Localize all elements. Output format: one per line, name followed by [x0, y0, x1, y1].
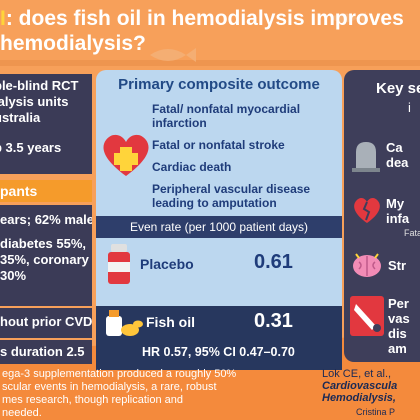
outcome-list: Fatal/ nonfatal myocardial infarction Fa… — [152, 102, 342, 218]
fishoil-value: 0.31 — [254, 310, 293, 332]
summary-line-4: needed. — [2, 407, 42, 419]
secondary-item-1-line-1: Ca — [386, 140, 403, 155]
summary-line-1: ega-3 supplementation produced a roughly… — [2, 368, 237, 380]
followup-text: p 3.5 years — [0, 140, 62, 155]
key-secondary-title: Key se — [376, 80, 420, 97]
secondary-item-4-line-1: Per — [388, 296, 409, 311]
summary-line-3: mes research, though replication and — [2, 394, 183, 406]
title-line-1: I: does fish oil in hemodialysis improve… — [0, 6, 420, 31]
design-line-3: ustralia — [0, 110, 41, 125]
comorbidity-line-1: diabetes 55%, — [0, 236, 86, 251]
secondary-item-3: Str — [388, 258, 407, 273]
secondary-item-2-line-2: infa — [386, 211, 410, 226]
summary-line-2: scular events in hemodialysis, a rare, r… — [2, 381, 217, 393]
citation-line-3: Hemodialysis, — [322, 392, 396, 404]
hazard-ratio: HR 0.57, 95% CI 0.47–0.70 — [142, 345, 295, 359]
citation-line-1: Lok CE, et al., — [322, 368, 392, 380]
title-line-1-text: : does fish oil in hemodialysis improves — [5, 7, 404, 30]
placebo-label: Placebo — [140, 256, 194, 272]
demographics-text: ears; 62% male — [0, 205, 92, 237]
outcome-stroke: Fatal or nonfatal stroke — [152, 138, 285, 152]
summary-text: ega-3 supplementation produced a roughly… — [0, 368, 330, 420]
title-accent: I — [0, 7, 6, 30]
placebo-value: 0.61 — [254, 251, 293, 273]
fishoil-label: Fish oil — [146, 314, 195, 330]
outcome-pvd: Peripheral vascular disease leading to a… — [152, 182, 311, 210]
fish-oil-icon — [106, 310, 143, 336]
secondary-item-1-line-2: dea — [386, 155, 409, 170]
participants-label: pants — [0, 180, 92, 202]
title-line-2: hemodialysis? — [0, 32, 146, 55]
design-line-2: ialysis units — [0, 94, 69, 109]
saw-icon — [350, 296, 384, 336]
citation-line-2: Cardiovascula — [322, 380, 398, 392]
comorbidity-line-2: 35%, coronary — [0, 252, 89, 267]
secondary-item-4-line-2: vas — [388, 311, 410, 326]
secondary-item-4-line-3: dis — [388, 326, 407, 341]
fishoil-row — [96, 306, 342, 370]
comorbidity-line-3: 30% — [0, 268, 27, 283]
secondary-item-1: Ca dea — [386, 140, 408, 170]
design-line-1: ble-blind RCT — [0, 78, 79, 93]
secondary-item-4-line-4: am — [388, 341, 407, 356]
event-rate-header: Even rate (per 1000 patient days) — [96, 216, 342, 238]
tombstone-icon — [352, 142, 380, 172]
secondary-item-2-note: Fata — [404, 228, 420, 238]
pill-bottle-icon — [108, 244, 130, 284]
secondary-item-4: Per vas dis am — [388, 296, 410, 356]
broken-heart-icon — [354, 198, 380, 223]
prior-cvd-text: hout prior CVD — [0, 308, 92, 338]
duration-text: s duration 2.5 — [0, 340, 92, 364]
key-secondary-subtitle: i — [408, 100, 411, 115]
comorbidities-box: diabetes 55%, 35%, coronary 30% — [0, 236, 92, 306]
brain-icon — [353, 253, 381, 277]
secondary-item-2: My infa — [386, 196, 409, 226]
page-title: I: does fish oil in hemodialysis improve… — [0, 6, 420, 56]
study-design-box: ble-blind RCT ialysis units ustralia p 3… — [0, 74, 92, 174]
citation: Lok CE, et al., Cardiovascula Hemodialys… — [322, 368, 420, 404]
outcome-cardiac-death: Cardiac death — [152, 160, 232, 174]
author-credit: Cristina P — [356, 407, 396, 417]
heart-cross-icon — [103, 134, 149, 176]
secondary-item-2-line-1: My — [386, 196, 405, 211]
outcome-mi: Fatal/ nonfatal myocardial infarction — [152, 102, 301, 130]
outcome-title: Primary composite outcome — [118, 76, 320, 93]
